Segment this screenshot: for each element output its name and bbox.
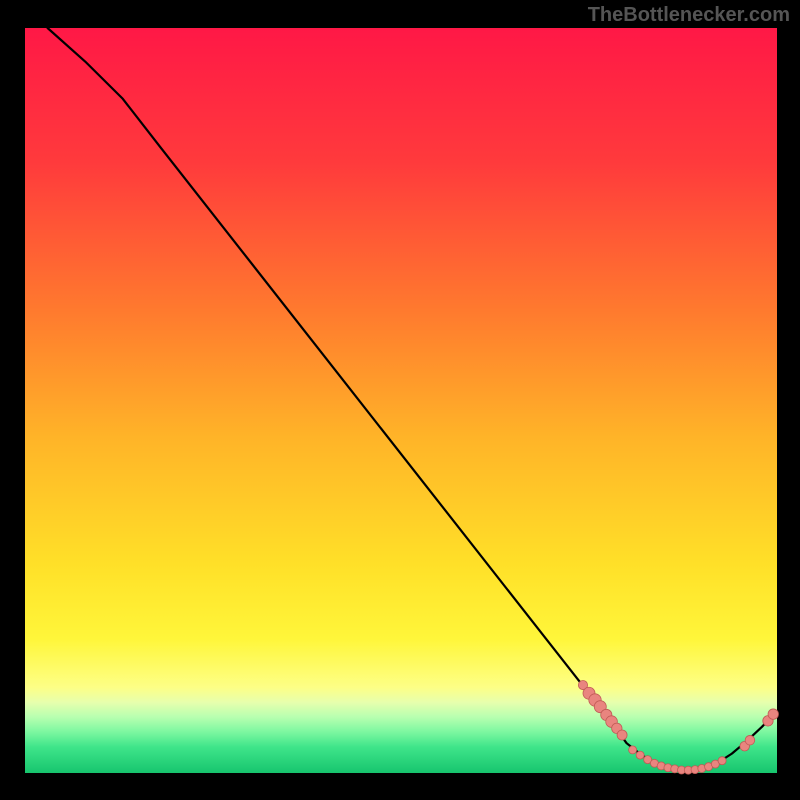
data-point xyxy=(636,751,644,759)
attribution-label: TheBottlenecker.com xyxy=(588,4,790,27)
plot-background xyxy=(25,28,777,773)
data-point xyxy=(768,709,778,719)
data-point xyxy=(617,730,627,740)
data-point xyxy=(629,746,637,754)
data-point xyxy=(718,757,726,765)
chart-stage: TheBottlenecker.com xyxy=(0,0,800,800)
data-point xyxy=(745,735,755,745)
bottleneck-curve-chart xyxy=(0,0,800,800)
